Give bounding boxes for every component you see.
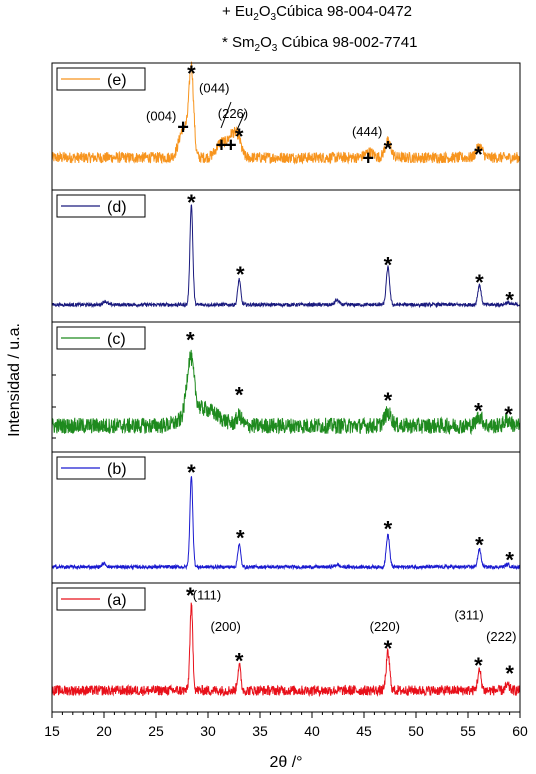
peak-asterisk-marker: * — [186, 328, 195, 353]
series-line-c — [51, 349, 521, 436]
series-line-e — [51, 61, 521, 165]
peak-plus-marker: + — [362, 148, 374, 170]
peak-asterisk-marker: * — [475, 533, 484, 558]
hkl-label: (222) — [486, 629, 516, 644]
label-arrow — [236, 111, 246, 131]
eu2o3-legend-line: + Eu2O3Cúbica 98-004-0472 — [222, 3, 412, 23]
legend-text: O — [258, 3, 271, 20]
x-axis-label: 2θ /° — [269, 754, 302, 771]
peak-asterisk-marker: * — [475, 270, 484, 295]
peak-asterisk-marker: * — [187, 460, 196, 485]
series-line-d — [51, 204, 521, 309]
legend-label: (c) — [107, 331, 126, 348]
panel-frame — [51, 582, 521, 713]
x-tick-label: 50 — [408, 723, 424, 739]
peak-asterisk-marker: * — [505, 661, 514, 686]
peak-asterisk-marker: * — [187, 190, 196, 215]
legend-text: * Sm — [222, 34, 255, 51]
legend-label: (d) — [107, 199, 127, 216]
peak-asterisk-marker: * — [474, 398, 483, 423]
y-axis-label: Intensidad / u.a. — [6, 323, 23, 437]
peak-asterisk-marker: * — [474, 653, 483, 678]
peak-asterisk-marker: * — [474, 142, 483, 167]
sm2o3-legend-line: * Sm2O3 Cúbica 98-002-7741 — [222, 34, 417, 54]
peak-asterisk-marker: * — [384, 636, 393, 661]
peak-asterisk-marker: * — [186, 583, 195, 608]
peak-asterisk-marker: * — [384, 136, 393, 161]
x-tick-label: 35 — [252, 723, 268, 739]
peak-asterisk-marker: * — [236, 526, 245, 551]
x-tick-label: 30 — [200, 723, 216, 739]
peak-plus-marker: + — [216, 134, 228, 156]
legend-label: (a) — [107, 592, 127, 609]
legend-box — [56, 194, 146, 218]
peak-asterisk-marker: * — [505, 287, 514, 312]
legend-text: O — [260, 34, 272, 51]
label-arrow — [220, 101, 232, 129]
peak-asterisk-marker: * — [384, 388, 393, 413]
legend-text: Cúbica 98-002-7741 — [277, 34, 418, 51]
peak-asterisk-marker: * — [384, 516, 393, 541]
legend-subscript: 2 — [254, 43, 261, 54]
hkl-label: (220) — [370, 619, 400, 634]
legend-subscript: 3 — [271, 43, 278, 54]
x-tick-label: 45 — [356, 723, 372, 739]
peak-asterisk-marker: * — [187, 61, 196, 86]
hkl-label: (044) — [199, 81, 229, 96]
hkl-label: (111) — [193, 587, 221, 602]
x-tick-label: 20 — [96, 723, 112, 739]
series-line-b — [51, 476, 521, 571]
legend-text: + Eu — [222, 3, 254, 20]
legend-box — [56, 456, 146, 480]
hkl-label: (311) — [454, 608, 483, 623]
legend-box — [56, 326, 146, 350]
legend-text: Cúbica 98-004-0472 — [276, 3, 413, 20]
series-line-a — [51, 602, 521, 698]
hkl-label: (200) — [211, 619, 241, 634]
peak-asterisk-marker: * — [235, 124, 244, 149]
legend-label: (e) — [107, 72, 127, 89]
peak-asterisk-marker: * — [384, 253, 393, 278]
x-tick-label: 55 — [460, 723, 476, 739]
x-tick-label: 40 — [304, 723, 320, 739]
legend-subscript: 2 — [253, 12, 259, 23]
x-tick-label: 25 — [148, 723, 164, 739]
peak-plus-marker: + — [225, 134, 237, 156]
peak-asterisk-marker: * — [504, 402, 513, 427]
x-tick-label: 15 — [44, 723, 60, 739]
peak-asterisk-marker: * — [235, 382, 244, 407]
legend-box — [56, 67, 146, 91]
legend-subscript: 3 — [270, 12, 277, 23]
x-tick-label: 60 — [512, 723, 528, 739]
hkl-label: (444) — [352, 124, 382, 139]
peak-asterisk-marker: * — [235, 649, 244, 674]
hkl-label: (004) — [146, 108, 176, 123]
legend-box — [56, 587, 146, 611]
peak-asterisk-marker: * — [236, 262, 245, 287]
hkl-label: (226) — [218, 106, 248, 121]
legend-label: (b) — [107, 461, 127, 478]
peak-plus-marker: + — [177, 117, 189, 139]
peak-asterisk-marker: * — [505, 547, 514, 572]
